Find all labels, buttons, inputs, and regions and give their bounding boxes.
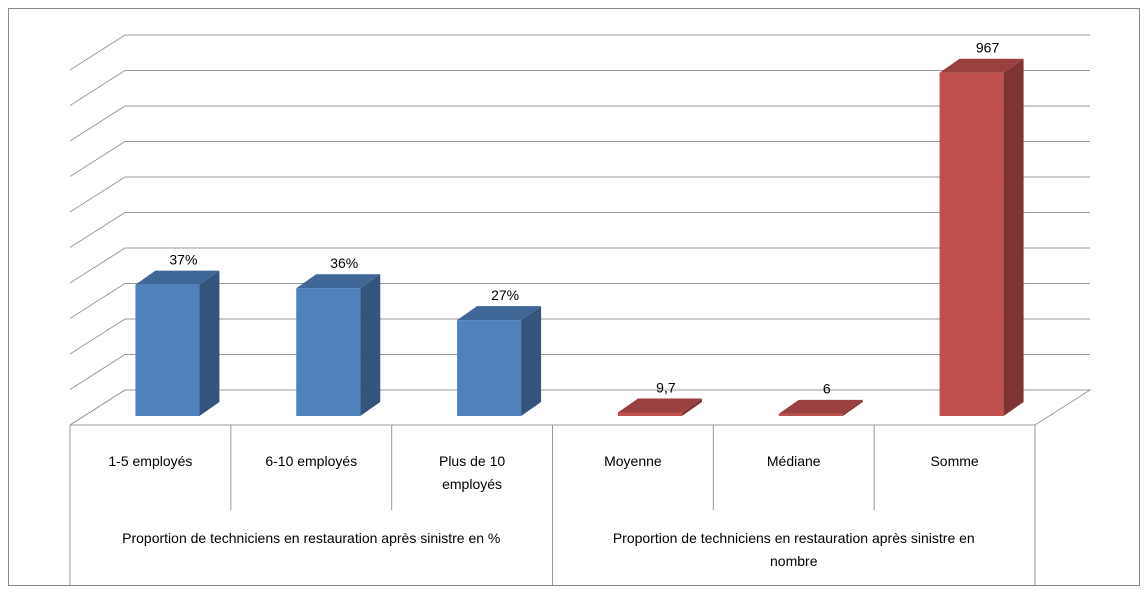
group-label: Proportion de techniciens en restauratio…	[122, 530, 501, 546]
x-tick-label: 6-10 employés	[265, 453, 358, 469]
bar	[135, 270, 220, 416]
grid-line	[69, 105, 1090, 142]
bar-top	[457, 306, 542, 321]
grid-line	[69, 141, 1090, 177]
bar-side	[521, 306, 542, 416]
bar-side	[681, 398, 702, 416]
x-tick-label: Médiane	[766, 453, 821, 469]
data-label: 27%	[491, 287, 519, 303]
data-label: 967	[976, 39, 1000, 55]
bar-side	[1003, 58, 1024, 417]
grid-line	[69, 176, 1090, 213]
x-tick-label: 1-5 employés	[108, 453, 193, 469]
bar-front	[296, 288, 361, 416]
bar-top	[135, 270, 220, 285]
grid-line	[69, 318, 1090, 355]
data-label: 6	[823, 381, 831, 397]
bar-top	[939, 58, 1024, 73]
grid-line	[69, 247, 1090, 284]
group-label: Proportion de techniciens en restauratio…	[612, 530, 975, 569]
grid-line	[69, 212, 1090, 248]
x-tick-label: Plus de 10 employés	[438, 453, 506, 492]
bar-side	[360, 274, 381, 416]
bar-top	[296, 274, 381, 289]
bar	[939, 58, 1024, 417]
data-label: 9,7	[656, 379, 676, 395]
grid-line	[69, 389, 1090, 426]
bar-front	[617, 412, 682, 416]
bar-top	[617, 398, 702, 413]
grid-line	[69, 34, 1090, 71]
data-label: 37%	[169, 251, 197, 267]
bar	[617, 398, 702, 416]
bar-front	[939, 72, 1004, 416]
bar-side	[842, 399, 863, 416]
grid-line	[69, 283, 1090, 319]
bar-top	[778, 399, 863, 414]
grid-line	[69, 70, 1090, 106]
data-label: 36%	[330, 255, 358, 271]
x-tick-label: Moyenne	[604, 453, 662, 469]
bar-front	[778, 413, 843, 416]
bar-front	[457, 320, 522, 416]
grid-line	[69, 354, 1090, 390]
bar-front	[135, 284, 200, 416]
x-tick-label: Somme	[930, 453, 979, 469]
bar	[778, 399, 863, 416]
bar-side	[199, 270, 220, 416]
bar	[296, 274, 381, 416]
bar	[457, 306, 542, 416]
